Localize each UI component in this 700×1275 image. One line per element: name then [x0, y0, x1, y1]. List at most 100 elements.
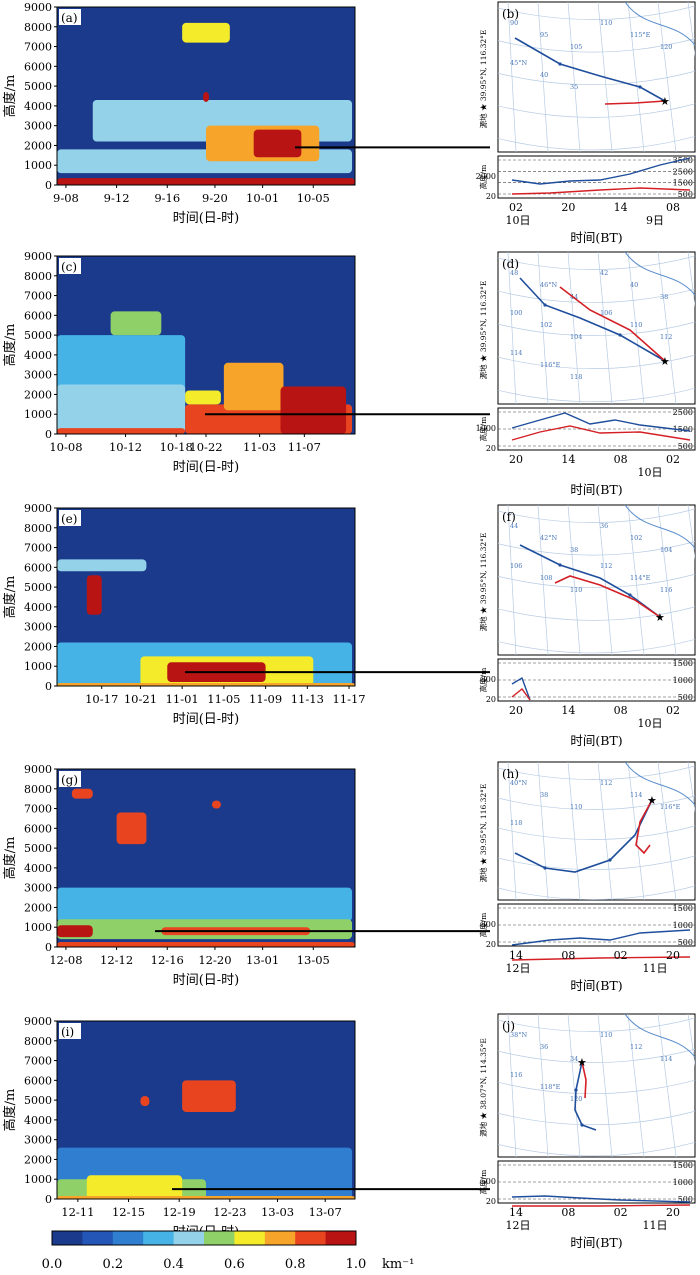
time-axis-label: 时间(BT): [570, 1235, 622, 1250]
grid-label: 100: [510, 309, 522, 317]
height-red: [511, 425, 691, 441]
y-tick-label: 3000: [24, 621, 52, 634]
day-label: 12日: [506, 962, 531, 975]
heatmap-cells: [57, 22, 355, 185]
meridian-line: [687, 252, 695, 308]
height-right-tick: 1000: [673, 1178, 693, 1187]
heatmap-cell: [185, 390, 221, 405]
plot-frame: [56, 507, 356, 687]
height-frame: [497, 155, 696, 199]
height-blue: [511, 412, 691, 432]
meridian-line: [687, 762, 695, 813]
time-axis-label: 时间(BT): [570, 978, 622, 993]
height-blue: [511, 157, 691, 185]
height-axis-label: 高度/m: [478, 417, 488, 442]
y-tick-label: 9000: [24, 250, 52, 263]
trajectory-h: 40°N 38 110 112 114 116°E 118 ★ (h) 源地 ★ 39.95°N,…: [478, 761, 696, 993]
height-axis-label: 高度/m: [478, 913, 488, 938]
day-label: 10日: [638, 466, 663, 479]
trajectory-point: [574, 1088, 578, 1092]
height-right-tick: 1000: [673, 921, 693, 930]
heatmap-cell: [71, 788, 93, 799]
y-tick-label: 9000: [24, 1015, 52, 1028]
heatmap-cell: [57, 178, 355, 185]
heatmap-c: (c) 0 1000 2000 3000 4000 5000 6000 7000 8000 9000…: [2, 250, 356, 475]
grid-label: 118: [570, 373, 582, 381]
x-tick-label: 11-17: [332, 692, 365, 706]
grid-label: 116: [510, 1071, 522, 1079]
meridian-line: [597, 762, 613, 900]
trajectory-point: [628, 593, 632, 597]
grid-label: 40: [630, 281, 638, 289]
time-axis-label: 时间(BT): [570, 230, 622, 245]
latitude-line: [498, 5, 695, 20]
day-label: 11日: [643, 962, 668, 975]
colorbar-tick-label: 0.0: [42, 1257, 63, 1272]
latitude-line: [498, 541, 695, 556]
grid-label: 45°N: [510, 59, 528, 67]
latitude-line: [498, 387, 695, 403]
x-tick-label: 12-23: [213, 1205, 246, 1219]
panel-label: (g): [61, 773, 78, 787]
trajectory-panels: 90 95 105 110 115°E 120 45°N 40 35 ★ (b) 源地 ★ 39.95…: [476, 1, 696, 1250]
trajectory-point: [558, 62, 562, 66]
grid-label: 42°N: [540, 534, 558, 542]
trajectory-b: 90 95 105 110 115°E 120 45°N 40 35 ★ (b) 源地 ★ 39.95…: [476, 1, 696, 245]
y-tick-label: 6000: [24, 1074, 52, 1087]
x-tick-label: 12-08: [49, 953, 82, 967]
trajectory-blue: [574, 1061, 597, 1131]
grid-label: 40: [540, 71, 548, 79]
time-tick-label: 02: [614, 949, 628, 962]
grid-label: 110: [600, 1031, 612, 1039]
y-tick-label: 4000: [24, 349, 52, 362]
colorbar: 0.0 0.2 0.4 0.6 0.8 1.0 km⁻¹: [42, 1230, 414, 1272]
grid-label: 114: [510, 349, 522, 357]
height-red: [511, 687, 531, 701]
grid-label: 38: [540, 791, 548, 799]
grid-label: 104: [570, 333, 582, 341]
meridian-line: [567, 505, 581, 655]
trajectory-red: [554, 575, 661, 618]
x-tick-label: 10-08: [49, 440, 82, 454]
heatmap-cell: [57, 1196, 355, 1199]
y-tick-label: 7000: [24, 290, 52, 303]
plot-frame: [56, 6, 356, 186]
x-tick-label: 12-11: [61, 1205, 94, 1219]
y-tick-label: 1000: [24, 921, 52, 934]
y-tick-label: 0: [45, 1193, 52, 1206]
height-right-tick: 500: [678, 938, 693, 947]
grid-label: 106: [510, 562, 522, 570]
y-axis-label: 高度/m: [2, 837, 18, 880]
time-tick-label: 08: [561, 949, 575, 962]
trajectory-point: [650, 798, 654, 802]
colorbar-tick-label: 0.8: [285, 1257, 306, 1272]
source-star-icon: ★: [660, 355, 670, 368]
meridian-line: [567, 252, 581, 404]
heatmap-cell: [253, 129, 302, 158]
heatmap-a: (a) 0 1000 2000 3000 4000 5000 6000 7000 8000 9000…: [2, 1, 356, 226]
y-tick-label: 2000: [24, 640, 52, 653]
x-tick-label: 10-22: [189, 440, 222, 454]
time-tick-label: 14: [614, 201, 628, 214]
y-tick-label: 9000: [24, 1, 52, 14]
heatmap-cell: [57, 925, 93, 938]
heatmap-cell: [57, 683, 355, 686]
x-tick-label: 10-21: [124, 692, 157, 706]
height-blue: [511, 1195, 691, 1203]
grid-label: 112: [630, 1043, 642, 1051]
height-right-tick: 500: [678, 693, 693, 702]
coastline: [624, 505, 695, 549]
source-label: 源地 ★ 39.95°N, 116.32°E: [478, 281, 488, 380]
y-tick-label: 7000: [24, 1055, 52, 1068]
height-left-tick: 2000: [476, 172, 496, 181]
source-star-icon: ★: [660, 95, 670, 108]
y-axis-label: 高度/m: [2, 1089, 18, 1132]
time-tick-label: 02: [614, 1206, 628, 1219]
grid-label: 36: [540, 1043, 548, 1051]
x-tick-label: 9-20: [202, 191, 228, 205]
meridian-line: [597, 1014, 613, 1157]
panel-label-box: [59, 9, 81, 25]
grid-label: 110: [570, 803, 582, 811]
